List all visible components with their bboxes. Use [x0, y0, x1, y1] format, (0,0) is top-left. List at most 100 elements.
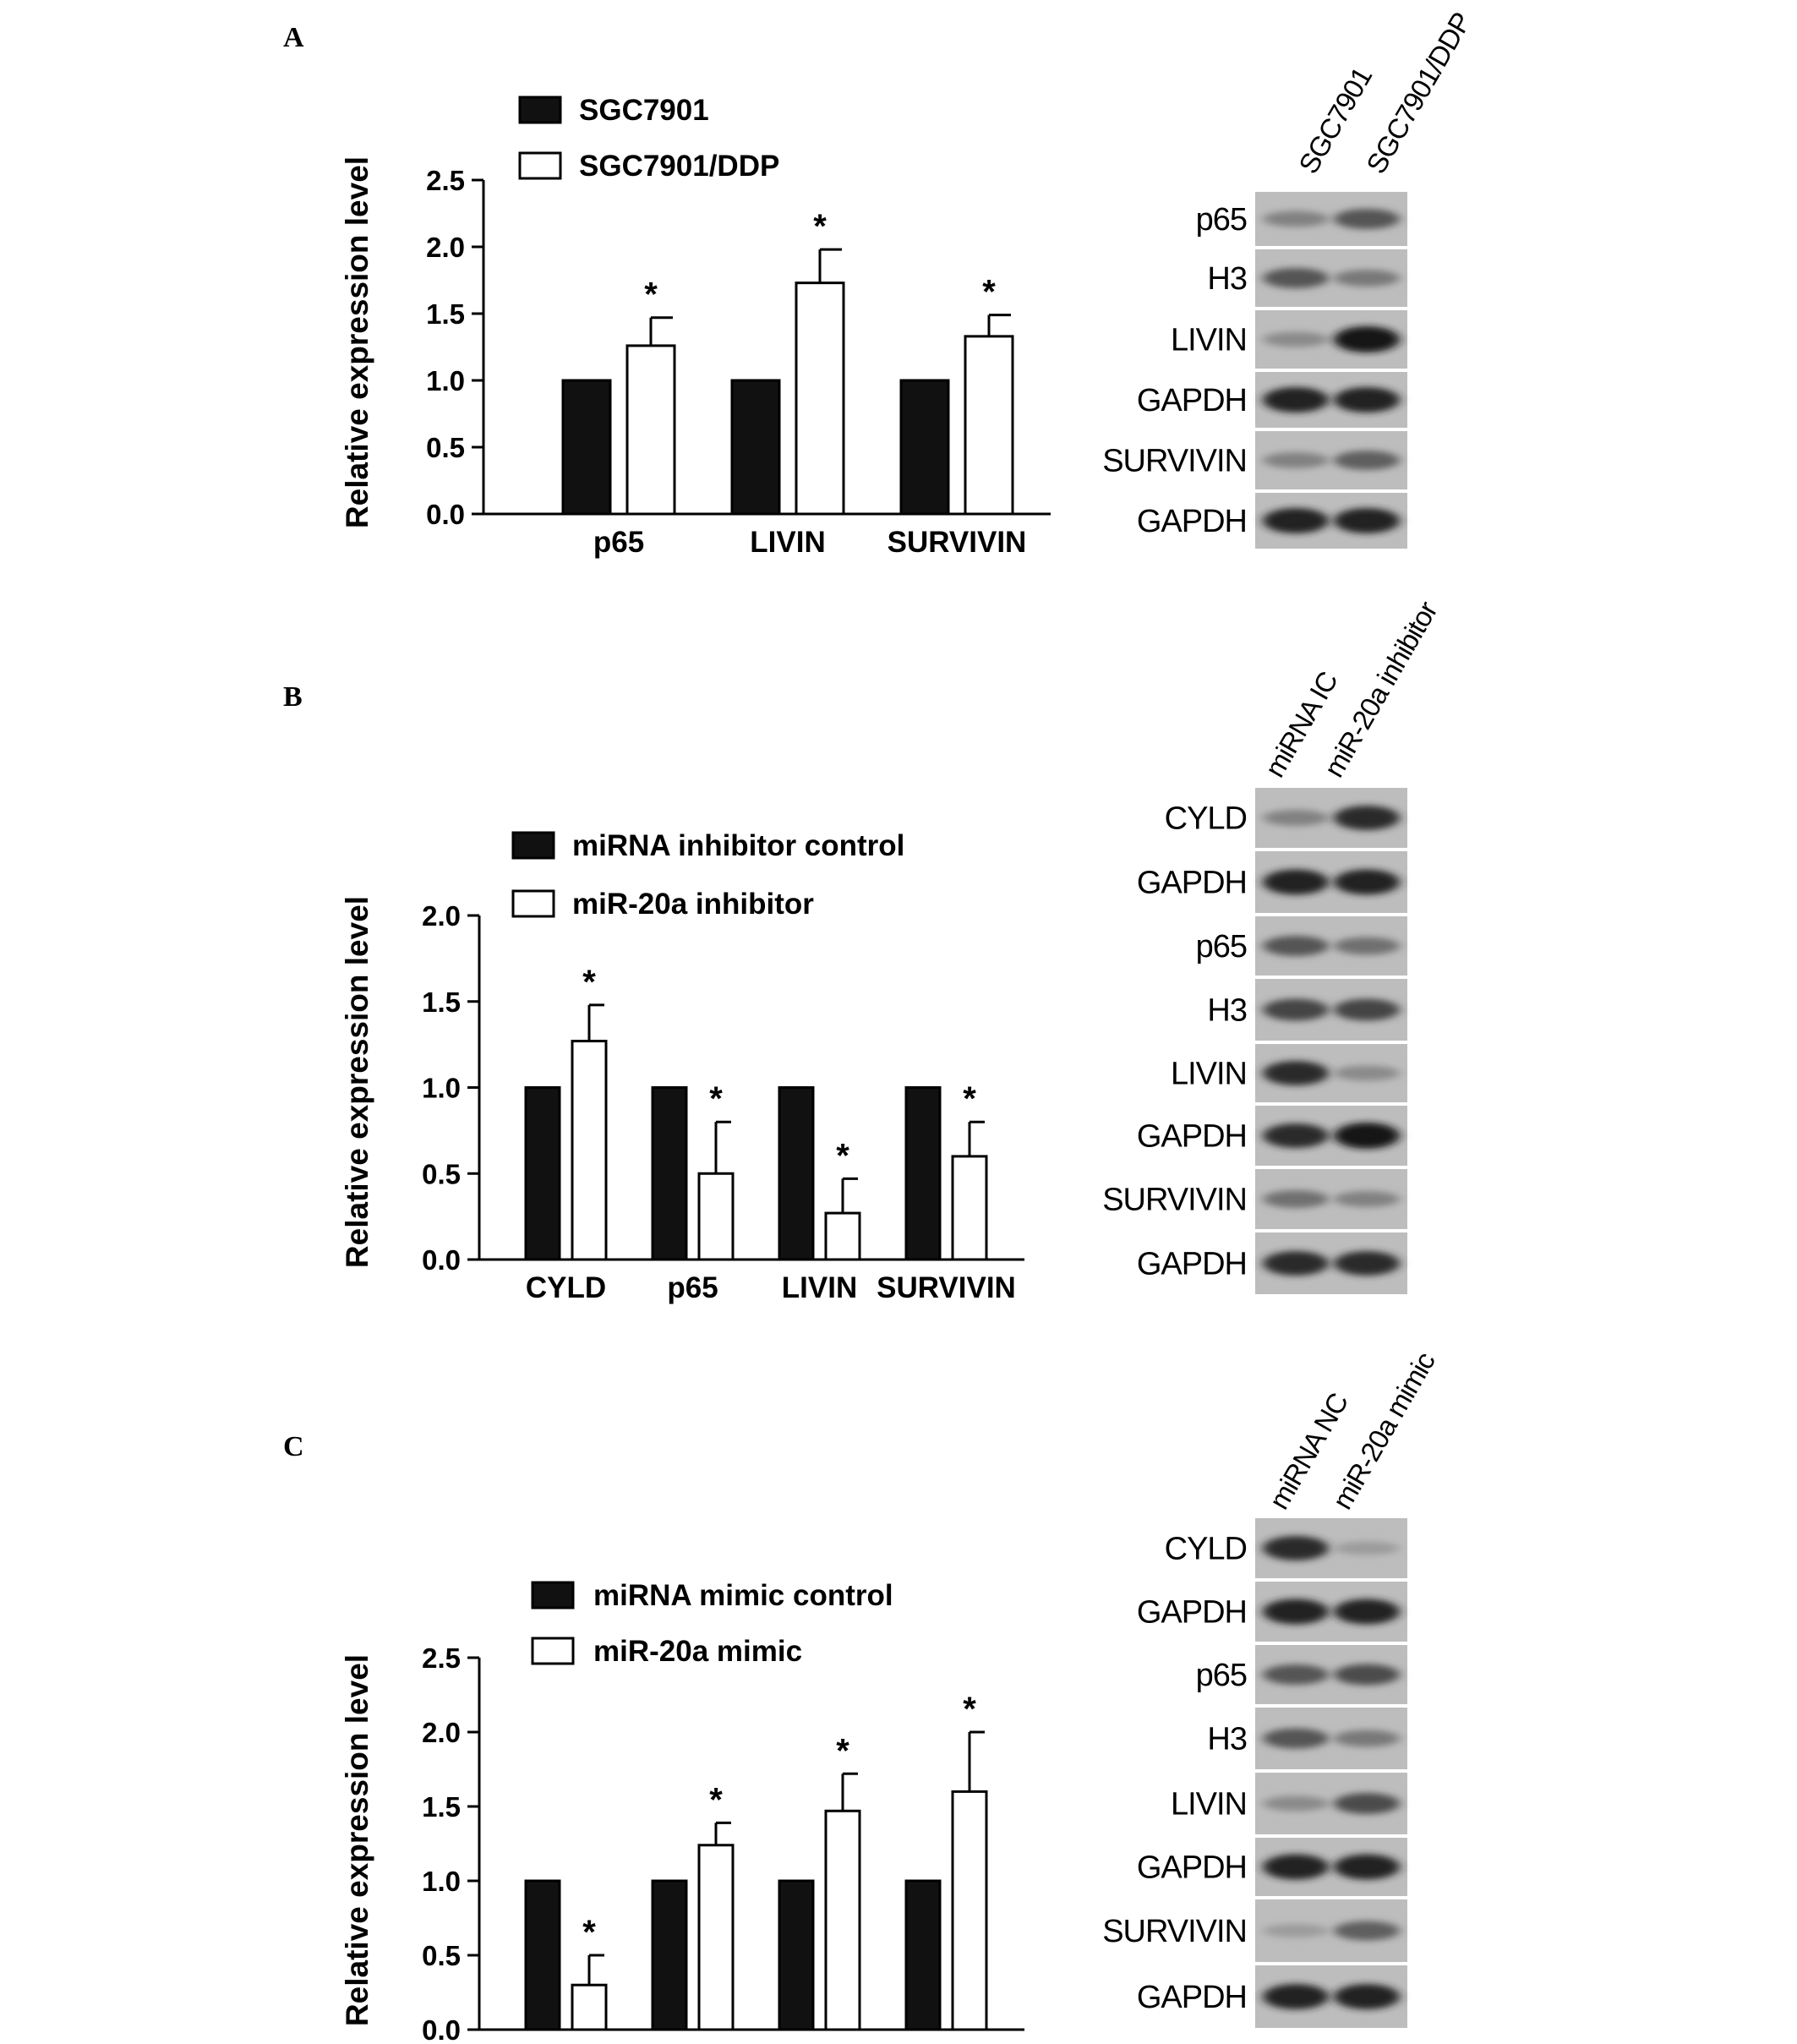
y-tick-label: 1.0: [426, 365, 465, 396]
blot-row-label: GAPDH: [1137, 1980, 1247, 2015]
lane-label: SGC7901/DDP: [1360, 8, 1477, 179]
blot-band: [1334, 1854, 1400, 1880]
y-tick-label: 0.5: [422, 1940, 461, 1971]
bar-control: [730, 379, 781, 516]
blot-band: [1263, 508, 1329, 533]
legend-swatch: [518, 96, 562, 124]
blot-band: [1263, 1599, 1329, 1625]
y-tick-label: 1.0: [422, 1073, 461, 1104]
blot-row-label: GAPDH: [1137, 504, 1247, 539]
category-label: LIVIN: [782, 2041, 857, 2044]
blot-band: [1334, 1191, 1400, 1207]
y-tick-label: 2.0: [422, 900, 461, 932]
blot-band: [1263, 1536, 1329, 1560]
blot-strip: SURVIVIN: [1102, 431, 1407, 489]
blot-row-label: LIVIN: [1171, 1057, 1247, 1092]
blot-row-label: SURVIVIN: [1102, 1183, 1247, 1218]
bar-control: [561, 379, 612, 516]
legend: SGC7901 SGC7901/DDP: [518, 94, 779, 183]
y-tick-label: 2.0: [422, 1717, 461, 1748]
blot-row-label: GAPDH: [1137, 1119, 1247, 1155]
legend-label: SGC7901/DDP: [579, 150, 779, 183]
blot-row-label: CYLD: [1165, 1532, 1247, 1567]
legend-label: miRNA mimic control: [593, 1579, 893, 1612]
blot-strip: LIVIN: [1171, 1773, 1407, 1834]
western-blot: SGC7901SGC7901/DDPp65H3LIVINGAPDHSURVIVI…: [1102, 8, 1477, 549]
significance-star: *: [836, 1137, 849, 1174]
legend-swatch: [531, 1581, 575, 1610]
legend-swatch: [511, 889, 555, 918]
blot-row-label: p65: [1196, 202, 1247, 238]
blot-row-label: H3: [1207, 993, 1247, 1029]
bar-treatment: [964, 335, 1014, 516]
blot-row-label: p65: [1196, 1658, 1247, 1693]
y-tick-label: 0.0: [422, 2014, 461, 2044]
bar-treatment: [697, 1844, 735, 2031]
bar-chart: 0.0 0.5 1.0 1.5 2.0 2.5 Relative expression le…: [340, 1642, 1024, 2044]
blot-strip: p65: [1196, 916, 1407, 976]
panel-letter: B: [283, 681, 303, 713]
bar-treatment: [697, 1172, 735, 1261]
category-label: p65: [667, 1271, 718, 1304]
bar-treatment: [795, 281, 845, 516]
y-tick-label: 1.5: [422, 1791, 461, 1823]
category-label: SURVIVIN: [888, 526, 1027, 559]
blot-strip: H3: [1207, 979, 1407, 1041]
blot-band: [1263, 1854, 1329, 1880]
blot-band: [1263, 331, 1329, 347]
bar-control: [651, 1879, 688, 2031]
legend-label: miR-20a mimic: [593, 1635, 802, 1668]
blot-strip: GAPDH: [1137, 372, 1407, 428]
blot-band: [1263, 387, 1329, 413]
blot-band: [1334, 451, 1400, 470]
bar-control: [899, 379, 950, 516]
blot-band: [1334, 869, 1400, 895]
category-label: LIVIN: [750, 526, 825, 559]
blot-band: [1263, 1190, 1329, 1208]
blot-band: [1263, 810, 1329, 826]
blot-band: [1263, 1795, 1329, 1812]
blot-row-label: SURVIVIN: [1102, 1914, 1247, 1949]
legend: miRNA mimic control miR-20a mimic: [531, 1579, 893, 1668]
blot-row-label: GAPDH: [1137, 866, 1247, 901]
y-axis-title: Relative expression level: [340, 1654, 374, 2026]
blot-strip: SURVIVIN: [1102, 1169, 1407, 1229]
blot-band: [1334, 1599, 1400, 1625]
bar-chart: 0.0 0.5 1.0 1.5 2.0 2.5 Relative expression le…: [340, 156, 1051, 559]
blot-band: [1334, 209, 1400, 229]
blot-strip: LIVIN: [1171, 1044, 1407, 1102]
blot-band: [1334, 998, 1400, 1021]
blot-strip: GAPDH: [1137, 493, 1407, 549]
panel-letter: C: [283, 1431, 304, 1462]
blot-strip: H3: [1207, 249, 1407, 307]
blot-band: [1334, 1541, 1400, 1555]
legend-label: miRNA inhibitor control: [572, 829, 904, 862]
legend-swatch: [511, 831, 555, 860]
blot-band: [1334, 1984, 1400, 2009]
significance-star: *: [813, 208, 827, 245]
lane-label: miR-20a mimic: [1326, 1347, 1441, 1514]
blot-row-label: LIVIN: [1171, 323, 1247, 358]
y-tick-label: 1.5: [426, 298, 465, 330]
blot-strip: H3: [1207, 1708, 1407, 1769]
blot-band: [1263, 210, 1329, 227]
blot-band: [1263, 452, 1329, 468]
bar-control: [778, 1879, 815, 2031]
blot-band: [1334, 270, 1400, 287]
blot-row-label: GAPDH: [1137, 383, 1247, 418]
y-axis-title: Relative expression level: [340, 156, 374, 528]
y-axis-title: Relative expression level: [340, 896, 374, 1268]
panel-b: B 0.0 0.5 1.0 1.5 2.0 Relative expression leve…: [283, 596, 1444, 1304]
legend-swatch: [518, 151, 562, 180]
panel-c: C 0.0 0.5 1.0 1.5 2.0 2.5 Relative expression l…: [283, 1347, 1441, 2044]
blot-strip: CYLD: [1165, 1518, 1407, 1578]
blot-band: [1263, 1984, 1329, 2009]
y-tick-label: 0.5: [422, 1158, 461, 1189]
category-label: p65: [667, 2041, 718, 2044]
category-label: SURVIVIN: [877, 2041, 1016, 2044]
blot-strip: GAPDH: [1137, 1965, 1407, 2028]
category-label: p65: [593, 526, 644, 559]
blot-strip: GAPDH: [1137, 1582, 1407, 1642]
blot-band: [1334, 1065, 1400, 1081]
blot-strip: SURVIVIN: [1102, 1899, 1407, 1962]
